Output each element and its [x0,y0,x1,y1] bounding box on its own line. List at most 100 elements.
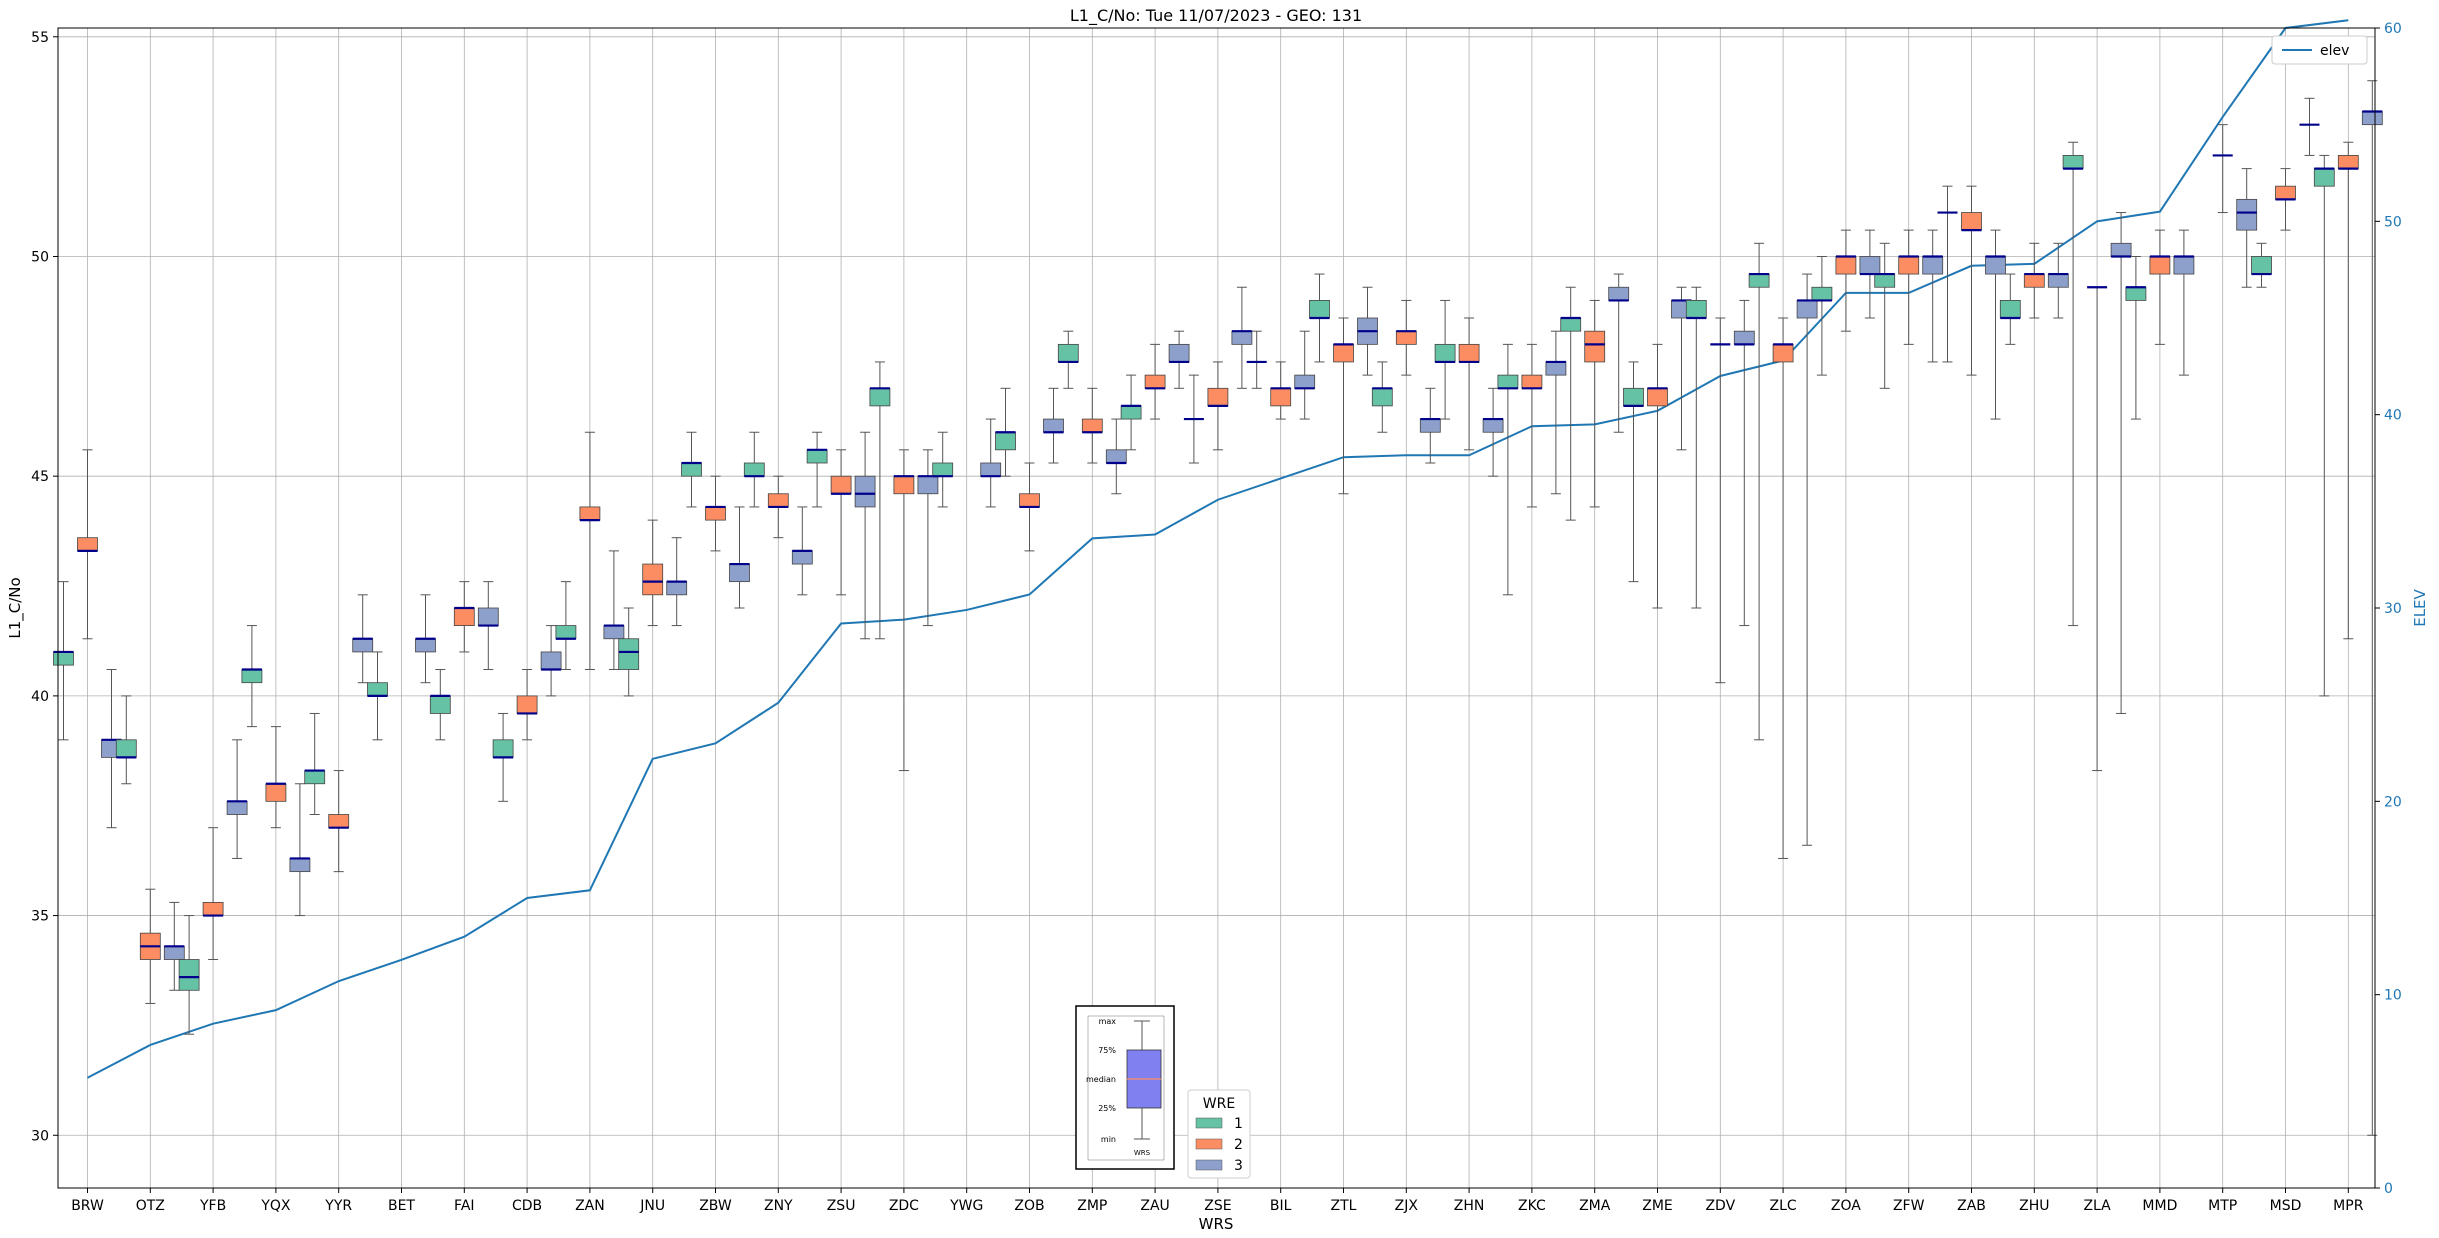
box-CDB-wre1 [492,712,514,802]
box-ZAN-wre1 [555,581,577,671]
box-YFB-wre2 [202,827,224,961]
iqr-box [681,462,702,477]
iqr-box [77,537,98,552]
box-ZOA-wre1 [1811,255,1833,376]
box-ZBW-wre1 [681,431,702,508]
y2-axis-label: ELEV [2411,588,2429,626]
iqr-box [1419,418,1441,433]
box-BET-wre3 [415,594,436,684]
inset-label-max: max [1099,1017,1117,1026]
iqr-box [980,462,1002,477]
iqr-box [304,770,326,785]
box-ZLA-wre3 [2110,212,2132,714]
x-tick-label: ZJX [1395,1198,1419,1214]
box-ZAU-wre1 [1120,374,1142,451]
iqr-box [516,695,538,714]
chart-title: L1_C/No: Tue 11/07/2023 - GEO: 131 [1070,6,1362,26]
box-ZSU-wre2 [830,449,852,596]
iqr-box [603,625,625,640]
box-ZSE-wre3 [1231,286,1253,389]
iqr-box [453,607,475,626]
box-ZJX-wre2 [1395,299,1417,376]
box-MSD-wre3 [2299,97,2320,156]
box-ZMP-wre3 [1105,418,1127,495]
iqr-box [2173,256,2195,275]
x-tick-label: ZAN [575,1198,605,1214]
iqr-box [53,651,74,666]
iqr-box [429,695,451,714]
iqr-box [1043,418,1064,433]
box-YFB-wre3 [226,739,248,859]
box-FAI-wre2 [453,581,475,653]
iqr-box [265,783,287,802]
inset-caption: WRS [1134,1149,1151,1157]
legend-wre3-swatch [1195,1159,1223,1171]
iqr-box [1999,300,2021,319]
x-tick-label: ZME [1642,1198,1673,1214]
box-YWG-wre1 [932,431,954,508]
x-tick-label: ZKC [1518,1198,1546,1214]
box-MPR-wre2 [2337,141,2359,640]
iqr-box [995,431,1016,451]
iqr-box [1685,300,1707,319]
axes: 30 35 40 45 50 55 0 10 20 30 40 50 60 BRW OTZ YFB YQX YYR… [31,21,2402,1214]
box-ZOA-wre3 [1859,229,1881,319]
y2-tick-label: 10 [2384,988,2402,1004]
legend-wre3-label: 3 [1234,1158,1243,1174]
iqr-box [1608,286,1630,301]
iqr-box [1584,330,1606,363]
iqr-box [2313,168,2335,187]
y-tick-label: 45 [31,469,49,485]
box-ZNY-wre1 [743,431,765,508]
box-ZSE-wre1 [1183,374,1204,464]
box-ZNY-wre3 [791,506,813,596]
box-ZTL-wre2 [1333,317,1354,495]
iqr-box [1207,387,1229,407]
legend-wre2-swatch [1195,1138,1223,1150]
iqr-box [917,475,939,495]
iqr-box [1309,300,1330,319]
box-ZLC-wre1 [1748,242,1770,741]
iqr-box [1985,256,2006,275]
box-ZOA-wre2 [1835,229,1857,332]
iqr-box [289,858,311,873]
box-MMD-wre1 [2125,255,2147,420]
x-tick-label: ZLA [2083,1198,2111,1214]
box-ZLA-wre2 [2087,286,2108,772]
box-BRW-wre2 [77,449,98,640]
iqr-box [2251,256,2272,275]
y-tick-label: 50 [31,249,49,265]
box-OTZ-wre1 [115,695,137,785]
iqr-box [1811,286,1833,301]
iqr-box [893,475,915,495]
box-MPR-wre1 [2313,154,2335,697]
iqr-box [555,625,577,640]
y-tick-label: 35 [31,909,49,925]
box-ZAB-wre2 [1961,185,1982,376]
box-ZAB-wre3 [1985,229,2006,420]
iqr-box [1458,343,1480,363]
iqr-box [1521,374,1543,389]
iqr-box [1647,387,1668,407]
box-MSD-wre2 [2275,168,2296,231]
box-ZJX-wre1 [1371,361,1393,433]
box-ZFW-wre3 [1922,229,1944,363]
box-ZME-wre1 [1623,361,1644,583]
iqr-box [1859,256,1881,275]
iqr-box [540,651,562,670]
x-tick-label: MMD [2142,1198,2177,1214]
x-tick-label: ZAU [1140,1198,1169,1214]
box-BIL-wre1 [1246,330,1267,389]
iqr-box [1560,317,1582,332]
box-BET-wre1 [367,651,388,741]
x-tick-label: MPR [2333,1198,2364,1214]
box-CDB-wre2 [516,669,538,741]
box-ZTL-wre1 [1309,273,1330,363]
iqr-box [1168,343,1190,363]
iqr-box [2275,185,2296,200]
box-ZDV-wre2 [1710,317,1731,684]
iqr-box [2047,273,2069,288]
iqr-box [666,581,688,596]
iqr-box [642,563,664,596]
iqr-box [932,462,954,477]
